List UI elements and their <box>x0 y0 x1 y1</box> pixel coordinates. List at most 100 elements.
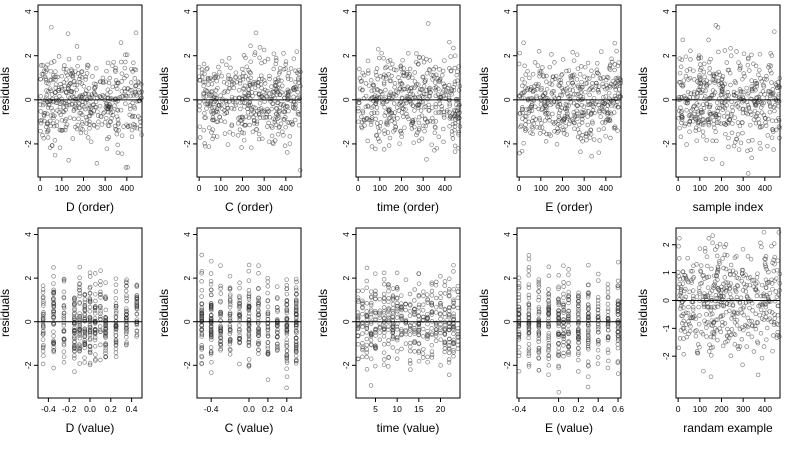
x-tick-label: 300 <box>736 183 750 193</box>
data-point <box>267 73 272 79</box>
data-point <box>284 348 290 354</box>
data-point <box>105 104 111 109</box>
data-point <box>398 128 403 134</box>
data-point <box>356 106 361 111</box>
data-point <box>271 51 277 56</box>
data-point <box>596 90 601 95</box>
data-point <box>259 94 264 99</box>
data-point <box>749 52 754 58</box>
data-point <box>267 76 272 82</box>
data-point <box>381 291 387 297</box>
data-point <box>250 129 256 135</box>
data-point <box>719 161 725 166</box>
data-point <box>437 67 442 72</box>
data-point <box>94 66 99 71</box>
data-point <box>275 305 280 310</box>
data-point <box>266 109 272 114</box>
data-point <box>265 304 271 310</box>
data-point <box>51 281 56 286</box>
data-point <box>616 81 622 86</box>
data-point <box>73 69 78 74</box>
data-point <box>61 349 67 354</box>
data-point <box>535 63 541 68</box>
data-point <box>203 87 208 93</box>
y-tick-label: -2 <box>23 361 33 369</box>
data-point <box>611 125 617 131</box>
data-point <box>748 147 753 153</box>
data-point <box>360 87 365 93</box>
data-point <box>226 56 232 61</box>
data-point <box>561 263 566 268</box>
data-point <box>369 144 375 149</box>
data-point <box>407 332 413 337</box>
data-point <box>202 71 207 77</box>
data-point <box>590 121 595 126</box>
data-point <box>604 74 610 80</box>
data-point <box>365 103 370 108</box>
data-point <box>597 110 602 115</box>
data-point <box>416 61 421 67</box>
data-point <box>296 122 302 128</box>
data-point <box>392 127 398 132</box>
data-point <box>566 121 572 127</box>
data-point <box>456 88 462 93</box>
data-point <box>88 110 94 116</box>
data-point <box>131 60 136 66</box>
data-point <box>414 51 419 56</box>
data-point <box>397 141 402 146</box>
x-tick-label: 100 <box>214 183 228 193</box>
data-point <box>70 73 76 78</box>
data-point <box>613 76 619 81</box>
data-point <box>243 74 248 79</box>
data-point <box>197 99 202 105</box>
data-point <box>585 109 591 114</box>
y-tick-label: 2 <box>502 275 512 280</box>
data-point <box>91 102 96 107</box>
data-point <box>440 90 445 95</box>
data-point <box>680 37 686 43</box>
data-point <box>251 115 256 120</box>
data-point <box>410 103 416 108</box>
data-point <box>215 85 220 91</box>
y-tick-label: 4 <box>661 9 671 14</box>
data-point <box>522 80 528 85</box>
data-point <box>360 288 365 293</box>
data-point <box>360 354 365 360</box>
data-point <box>581 104 587 110</box>
data-point <box>83 130 89 135</box>
data-point <box>684 68 690 73</box>
data-point <box>213 88 219 93</box>
data-point <box>455 338 461 344</box>
data-point <box>400 96 405 101</box>
data-point <box>694 138 699 143</box>
data-point <box>114 131 120 137</box>
data-point <box>293 105 298 110</box>
data-point <box>538 101 544 107</box>
data-point <box>202 115 207 120</box>
data-point <box>51 329 56 334</box>
data-point <box>394 356 400 362</box>
data-point <box>245 109 251 115</box>
data-point <box>697 313 702 318</box>
y-tick-label: 4 <box>182 9 192 14</box>
data-point <box>209 130 214 135</box>
data-point <box>614 48 619 54</box>
data-point <box>677 70 683 76</box>
data-point <box>451 286 456 292</box>
data-point <box>237 74 243 80</box>
data-point <box>45 105 51 110</box>
data-point <box>700 129 706 134</box>
data-point <box>387 106 392 112</box>
data-point <box>402 125 407 130</box>
data-point <box>410 118 416 123</box>
data-point <box>539 125 545 130</box>
y-tick-label: 4 <box>182 232 192 237</box>
plot-frame <box>355 4 461 178</box>
data-point <box>364 278 370 284</box>
data-point <box>246 268 252 274</box>
data-point <box>584 76 590 81</box>
data-point <box>436 79 441 84</box>
data-point <box>92 344 98 349</box>
data-point <box>425 359 430 365</box>
data-point <box>393 67 399 73</box>
